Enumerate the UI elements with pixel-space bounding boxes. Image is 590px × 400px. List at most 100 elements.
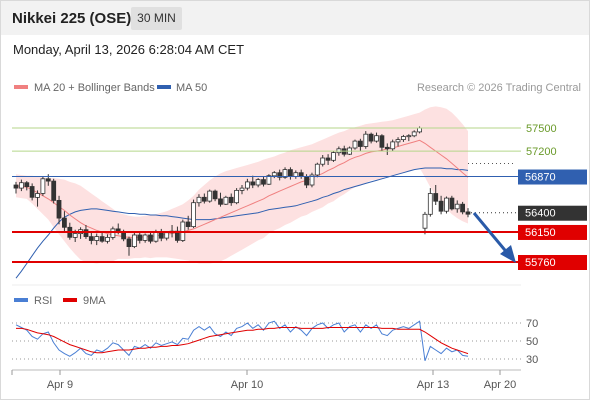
candle-down <box>438 200 444 212</box>
candle-up <box>331 152 336 161</box>
candle-down <box>88 236 94 241</box>
candle-down <box>99 236 105 242</box>
candle-up <box>153 231 159 242</box>
candle-down <box>277 172 283 178</box>
legend-bb-swatch <box>14 85 28 89</box>
candle-up <box>110 228 116 238</box>
candle-down <box>13 184 19 189</box>
x-tick-label: Apr 9 <box>47 379 73 391</box>
candle-up <box>40 178 46 194</box>
legend-ma50-label: MA 50 <box>176 82 207 94</box>
candle-up <box>142 234 148 241</box>
copyright: Research © 2026 Trading Central <box>417 82 581 94</box>
candle-up <box>164 232 170 239</box>
candle-up <box>406 135 412 138</box>
legend-rsi-ma-swatch <box>63 298 77 302</box>
candle-down <box>212 190 218 200</box>
candle-down <box>218 198 223 205</box>
support-label-box <box>518 224 587 240</box>
candle-up <box>18 182 24 189</box>
candle-up <box>411 131 417 137</box>
candle-down <box>250 181 256 186</box>
support-label-box <box>518 255 587 270</box>
legend-rsi-ma-label: 9MA <box>83 295 106 307</box>
x-tick-label: Apr 10 <box>231 379 263 391</box>
timeframe-button[interactable]: 30 MIN <box>131 7 182 30</box>
pivot-label-box <box>518 169 587 185</box>
candle-up <box>266 175 272 185</box>
candle-down <box>304 176 310 186</box>
candle-down <box>228 196 234 204</box>
candle-up <box>374 135 379 142</box>
candle-down <box>433 193 439 202</box>
candle-up <box>395 139 401 143</box>
price-chart <box>13 106 471 279</box>
header-bar: Nikkei 225 (OSE) 30 MIN <box>1 1 589 35</box>
legend-rsi-label: RSI <box>34 295 52 307</box>
resistance-label: 57200 <box>526 146 557 158</box>
candle-down <box>261 179 266 185</box>
level-last-price: 56400 <box>471 205 587 221</box>
candle-up <box>293 172 299 177</box>
candle-down <box>185 221 191 227</box>
candle-down <box>298 172 304 177</box>
level-pivot: 56870 <box>12 163 587 185</box>
candle-up <box>131 234 137 248</box>
candle-up <box>390 141 396 150</box>
candle-up <box>255 179 261 186</box>
rsi-line <box>15 320 469 361</box>
candle-down <box>29 186 35 198</box>
candle-down <box>148 234 153 242</box>
candle-down <box>287 169 293 177</box>
last-price-box <box>518 205 587 221</box>
bollinger-band-area <box>16 106 468 264</box>
candle-up <box>314 163 320 176</box>
candle-up <box>444 197 449 212</box>
candle-up <box>72 233 78 238</box>
projection-arrow <box>472 212 516 263</box>
level-resistance-1: 57200 <box>12 146 557 158</box>
timestamp: Monday, April 13, 2026 6:28:04 AM CET <box>13 42 245 57</box>
candle-down <box>24 182 30 187</box>
candle-down <box>384 146 390 150</box>
candle-down <box>62 217 67 228</box>
price-levels: 57500 57200 56870 56400 56150 55760 <box>12 123 587 270</box>
candle-up <box>400 136 406 140</box>
candle-up <box>207 190 213 202</box>
candle-up <box>105 236 110 242</box>
candle-down <box>56 199 62 219</box>
candle-down <box>460 203 466 213</box>
x-axis-ticks: Apr 9 Apr 10 Apr 13 Apr 20 <box>11 370 516 391</box>
candle-down <box>357 140 363 147</box>
ma50-line <box>15 167 469 279</box>
candle-up <box>427 193 433 215</box>
level-resistance-2: 57500 <box>12 123 557 135</box>
last-price-label: 56400 <box>525 208 556 220</box>
rsi-tick-label: 30 <box>526 354 538 366</box>
legend-rsi-swatch <box>14 298 28 302</box>
candle-down <box>51 180 57 201</box>
candle-down <box>379 135 385 148</box>
instrument-title: Nikkei 225 (OSE) <box>12 10 132 27</box>
candle-up <box>234 189 240 204</box>
candle-up <box>363 133 369 147</box>
candle-up <box>35 193 40 198</box>
candle-up <box>454 203 460 210</box>
support-label: 55760 <box>525 257 556 269</box>
candle-down <box>368 133 374 142</box>
candle-down <box>449 197 455 210</box>
candle-down <box>45 178 51 182</box>
candle-up <box>244 181 250 189</box>
x-tick-label: Apr 20 <box>484 379 516 391</box>
candle-down <box>121 231 126 240</box>
candle-up <box>417 127 423 133</box>
candle-up <box>271 172 277 177</box>
candle-down <box>137 234 143 241</box>
chart-canvas: MA 20 + Bollinger Bands MA 50 Research ©… <box>11 82 587 391</box>
candle-down <box>126 238 132 247</box>
rsi-tick-label: 70 <box>526 318 538 330</box>
candle-down <box>325 157 331 161</box>
legend-bb-label: MA 20 + Bollinger Bands <box>34 82 155 94</box>
candle-down <box>83 229 89 237</box>
rsi-panel: 30 50 70 <box>12 318 538 366</box>
